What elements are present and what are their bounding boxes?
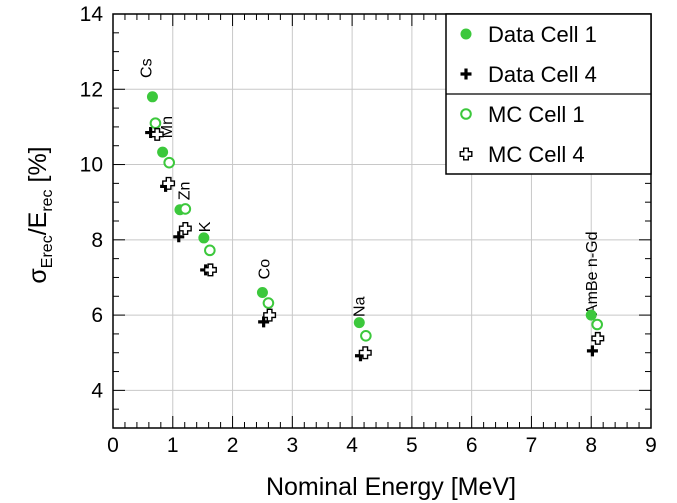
legend-marker xyxy=(460,108,472,120)
y-axis-title-sub1: Erec xyxy=(39,235,56,268)
y-tick-label: 4 xyxy=(91,379,103,402)
x-tick-label: 0 xyxy=(107,434,119,457)
legend-label: Data Cell 4 xyxy=(488,62,597,87)
annotation-label: AmBe n-Gd xyxy=(584,231,601,315)
x-tick-label: 9 xyxy=(645,434,657,457)
data-point-data-cell-1 xyxy=(198,232,210,244)
data-point-data-cell-4 xyxy=(586,345,598,357)
data-point-mc-cell-4 xyxy=(150,127,164,141)
y-axis-title-sigma: σ xyxy=(24,268,52,284)
x-tick-label: 6 xyxy=(466,434,478,457)
legend-marker xyxy=(460,28,472,40)
data-point-mc-cell-1 xyxy=(179,203,192,215)
data-point-mc-cell-1 xyxy=(204,244,216,257)
data-point-data-cell-1 xyxy=(157,146,169,158)
data-point-data-cell-1 xyxy=(585,309,597,321)
y-axis-title-unit: [%] xyxy=(24,146,52,189)
data-point-mc-cell-1 xyxy=(591,318,604,331)
y-axis-title-sub2: rec xyxy=(39,189,56,211)
data-point-mc-cell-4 xyxy=(591,331,605,345)
y-tick-label: 10 xyxy=(80,154,103,177)
legend-marker xyxy=(460,68,472,80)
x-tick-label: 3 xyxy=(286,434,298,457)
data-point-data-cell-4 xyxy=(354,350,366,362)
x-tick-label: 4 xyxy=(346,434,358,457)
x-tick-label: 8 xyxy=(585,434,597,457)
y-axis-title: σErec/Erec [%] xyxy=(24,146,56,283)
legend-label: MC Cell 1 xyxy=(488,102,585,127)
y-tick-label: 6 xyxy=(91,304,103,327)
y-tick-label: 8 xyxy=(91,229,103,252)
x-tick-label: 7 xyxy=(526,434,538,457)
data-point-data-cell-1 xyxy=(353,317,365,329)
data-point-mc-cell-1 xyxy=(149,117,162,129)
data-point-data-cell-1 xyxy=(256,287,268,299)
data-point-mc-cell-1 xyxy=(262,297,275,309)
x-axis-title: Nominal Energy [MeV] xyxy=(266,473,516,501)
data-points xyxy=(145,91,605,362)
data-point-data-cell-1 xyxy=(146,91,158,103)
y-tick-label: 12 xyxy=(80,78,103,101)
annotation-label: K xyxy=(197,221,214,232)
data-point-data-cell-4 xyxy=(258,316,270,328)
legend-label: MC Cell 4 xyxy=(488,142,585,167)
data-point-data-cell-4 xyxy=(145,127,157,139)
data-point-mc-cell-1 xyxy=(360,329,372,342)
data-point-data-cell-4 xyxy=(173,231,185,243)
annotation-label: Co xyxy=(257,259,274,280)
y-tick-label: 14 xyxy=(80,3,104,26)
data-point-mc-cell-4 xyxy=(178,222,192,236)
legend-marker xyxy=(459,147,473,161)
annotation-label: Zn xyxy=(177,182,194,201)
data-point-mc-cell-4 xyxy=(203,263,217,277)
data-point-mc-cell-1 xyxy=(163,156,175,169)
data-point-mc-cell-4 xyxy=(263,308,277,322)
y-axis-title-slash: /E xyxy=(24,212,52,236)
x-tick-label: 1 xyxy=(167,434,179,457)
data-point-mc-cell-4 xyxy=(358,346,372,360)
annotation-label: Cs xyxy=(138,58,155,78)
x-tick-label: 2 xyxy=(227,434,239,457)
annotation-label: Na xyxy=(352,296,369,317)
legend: Data Cell 1 Data Cell 4 MC Cell 1 MC Cell 4 xyxy=(445,13,652,175)
data-point-mc-cell-4 xyxy=(162,176,176,190)
x-tick-label: 5 xyxy=(406,434,418,457)
legend-label: Data Cell 1 xyxy=(488,22,597,47)
